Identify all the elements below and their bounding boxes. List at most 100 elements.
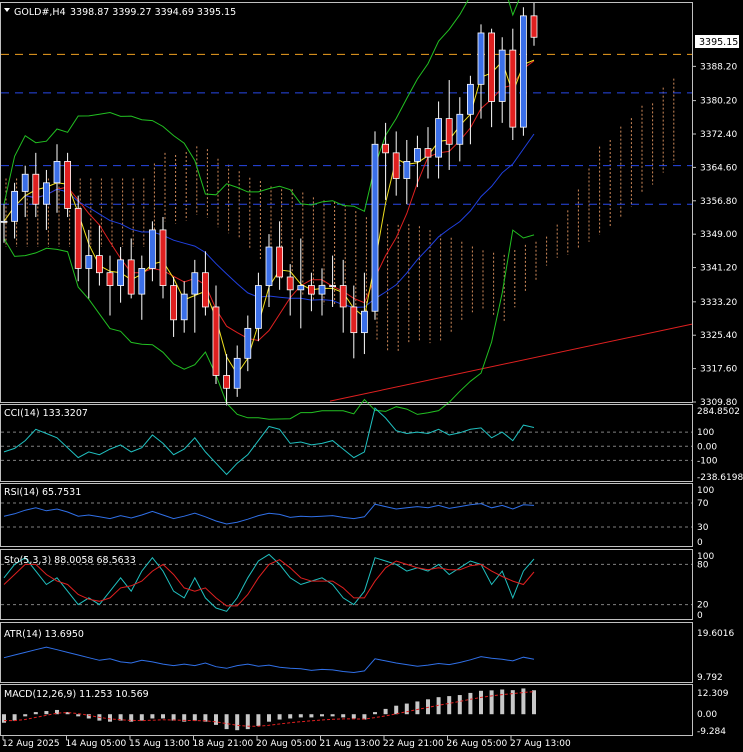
current-price-label: 3395.15 [699,37,738,48]
macd-bar [479,691,483,714]
candle-body [393,153,399,179]
macd-bar [256,714,260,726]
candle-body [255,286,261,329]
rsi-title: RSI(14) 65.7531 [4,487,81,498]
candle-body [224,375,230,388]
indicator-tick-label: 80 [697,560,709,570]
candle-body [467,84,473,114]
candle-body [520,16,526,127]
moving-averages [4,60,534,374]
candle-body [383,144,389,153]
candle-body [277,247,283,277]
rsi-series [4,504,534,524]
candle-body [22,174,28,191]
macd-bar [2,714,6,723]
macd-bar [235,714,239,730]
candle-body [160,230,166,286]
candle-body [499,50,505,101]
macd-bar [140,714,144,720]
candle-body [330,286,336,287]
macd-bar [299,714,303,717]
candle-body [181,294,187,320]
macd-bar [246,714,250,729]
candle-body [404,161,410,178]
main-price-panel[interactable]: 3388.203380.203372.403364.603356.803349.… [1,0,740,419]
indicator-tick-label: -100 [697,456,718,466]
time-tick-label: 20 Aug 05:00 [256,739,317,748]
candle-body [372,144,378,311]
macd-bar [458,695,462,714]
price-tick-label: 3341.20 [700,264,737,274]
candle-body [478,33,484,84]
candle-body [234,358,240,388]
macd-bar [34,712,38,714]
candle-body [457,114,463,144]
candle-body [425,149,431,158]
candle-body [298,286,304,290]
support-trendline[interactable] [330,324,692,401]
candle-body [510,50,516,127]
indicator-tick-label: 30 [697,523,709,533]
candle-body [351,307,357,333]
bollinger-bands [4,0,534,419]
dropdown-triangle-icon[interactable] [4,8,10,12]
macd-bar [309,714,313,717]
macd-title: MACD(12,26,9) 11.253 10.569 [4,689,149,700]
macd-bar [394,706,398,715]
indicator-tick-label: 0 [697,538,703,548]
candle-body [149,230,155,269]
candle-body [414,149,420,162]
atr-line [4,647,534,672]
indicator-tick-label: 20 [697,601,709,611]
candle-body [96,256,102,273]
trendline[interactable] [330,324,692,401]
macd-bar [278,714,282,719]
macd-bar [500,690,504,715]
rsi-line [4,504,534,524]
time-tick-label: 12 Aug 2025 [2,739,60,748]
price-tick-label: 3380.20 [700,97,737,107]
candle-body [128,260,134,294]
candle-body [266,247,272,286]
macd-bar [490,690,494,714]
price-tick-label: 3364.60 [700,163,737,173]
time-tick-label: 14 Aug 05:00 [66,739,127,748]
macd-bar [331,714,335,716]
macd-bar [415,701,419,714]
macd-bar [193,714,197,720]
candle-body [86,256,92,269]
atr-series [4,647,534,672]
candle-body [287,277,293,290]
indicator-tick-label: 70 [697,499,709,509]
price-tick-label: 3388.20 [700,62,737,72]
indicator-tick-label: 284.8502 [697,407,740,417]
candle-body [361,311,367,332]
ohlc-values: 3398.87 3399.27 3394.69 3395.15 [70,7,236,18]
candle-body [308,286,314,295]
macd-bar [373,712,377,714]
candle-body [43,183,49,204]
time-tick-label: 18 Aug 21:00 [193,739,254,748]
macd-bar [214,714,218,725]
macd-bar [405,704,409,715]
candle-body [245,328,251,358]
macd-bar [352,714,356,718]
ma-fast-line [4,60,534,374]
indicator-tick-label: -238.6198 [697,473,743,483]
main-price-axis: 3388.203380.203372.403364.603356.803349.… [692,62,737,408]
macd-bar [13,714,17,720]
macd-bar [426,699,430,714]
time-tick-label: 22 Aug 21:00 [383,739,444,748]
candle-body [436,119,442,158]
indicator-tick-label: 12.309 [697,689,729,699]
